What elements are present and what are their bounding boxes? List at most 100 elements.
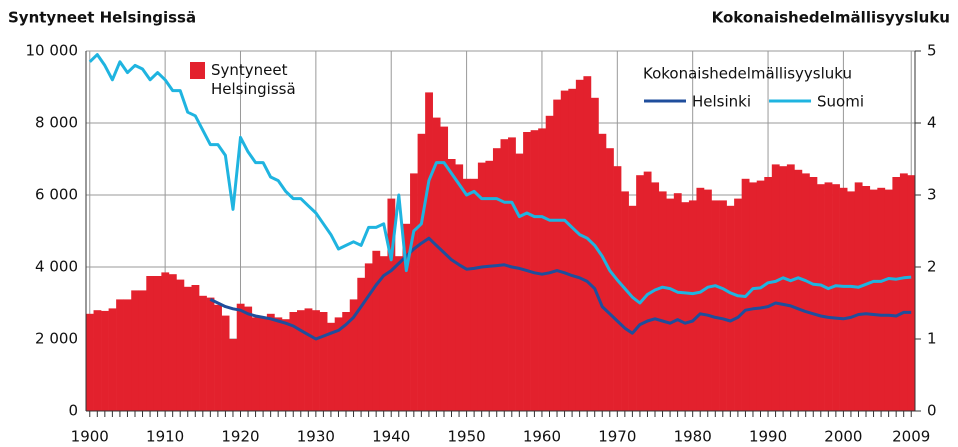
legend-title: Kokonaishedelmällisyysluku: [643, 65, 852, 83]
bar: [779, 166, 788, 411]
bar: [711, 200, 720, 411]
y-tick-label: 4 000: [35, 258, 78, 276]
bar: [568, 88, 577, 412]
bar: [432, 117, 441, 411]
x-tick-label: 1940: [372, 428, 410, 446]
bar: [658, 191, 667, 411]
bar: [862, 186, 871, 411]
bar: [726, 205, 735, 411]
legend-label: Syntyneet Helsingissä: [211, 61, 296, 98]
bar: [176, 279, 185, 411]
bar: [221, 315, 230, 411]
bar: [749, 182, 758, 411]
bar: [101, 310, 109, 411]
bar: [538, 128, 547, 411]
x-tick-label: 1950: [447, 428, 485, 446]
bar: [575, 79, 584, 412]
bar: [719, 200, 727, 411]
chart-title: Syntyneet Helsingissä: [8, 9, 196, 27]
bar: [666, 198, 675, 411]
bar: [206, 297, 215, 411]
x-tick-label: 2000: [824, 428, 862, 446]
bar: [485, 160, 494, 411]
line: [209, 236, 912, 341]
bar: [613, 166, 622, 411]
bar: [108, 308, 117, 411]
bar: [515, 153, 524, 411]
bar: [297, 310, 305, 411]
bar: [372, 250, 381, 411]
x-tick-label: 1990: [749, 428, 787, 446]
legend-swatch: [190, 62, 205, 79]
bar: [357, 277, 366, 411]
legend-label: Helsinki: [692, 93, 751, 111]
bar: [809, 177, 818, 411]
y-tick-label: 10 000: [26, 42, 79, 60]
y-tick-label: 6 000: [35, 186, 78, 204]
bar: [553, 99, 562, 411]
bar: [281, 319, 290, 411]
y-tick-label: 0: [68, 402, 78, 420]
bar: [116, 299, 124, 411]
bar: [598, 133, 607, 412]
bar: [191, 285, 200, 411]
y2-tick-label: 3: [927, 186, 937, 204]
bar: [462, 178, 471, 411]
bar: [545, 115, 554, 412]
bar: [470, 178, 479, 411]
bar: [734, 198, 742, 411]
y2-tick-label: 0: [927, 402, 937, 420]
bar: [394, 256, 403, 411]
x-tick-label: 1900: [71, 428, 109, 446]
bar: [688, 200, 697, 411]
x-tick-label: 1920: [221, 428, 259, 446]
bar: [244, 306, 253, 411]
bar: [771, 164, 780, 411]
bar: [696, 187, 705, 411]
x-tick-label: 1980: [674, 428, 712, 446]
line: [88, 53, 912, 305]
x-tick-label: 1960: [523, 428, 561, 446]
bar: [824, 182, 833, 411]
bar: [500, 139, 509, 411]
bar: [86, 313, 94, 411]
bar: [447, 159, 456, 411]
bar: [266, 313, 275, 411]
y-tick-label: 8 000: [35, 114, 78, 132]
bar: [425, 92, 433, 412]
bar: [123, 299, 132, 411]
bar: [342, 312, 351, 411]
bar: [643, 171, 652, 411]
bar: [884, 189, 893, 411]
bar: [417, 133, 426, 412]
bar: [402, 223, 411, 411]
bar: [583, 76, 592, 411]
bar: [794, 169, 803, 411]
bar: [455, 164, 464, 411]
bar: [636, 175, 644, 411]
x-tick-label: 1970: [598, 428, 636, 446]
bar: [379, 256, 388, 411]
bar: [327, 322, 335, 411]
bar: [764, 177, 773, 411]
bar: [756, 180, 765, 411]
bar: [334, 317, 343, 411]
x-tick-label: 1910: [146, 428, 184, 446]
bar: [312, 310, 320, 411]
bar: [560, 90, 569, 411]
bar: [477, 162, 486, 411]
bar: [703, 189, 712, 411]
y2-tick-label: 2: [927, 258, 937, 276]
y2-tick-label: 4: [927, 114, 937, 132]
bar: [651, 182, 660, 411]
bar: [289, 312, 298, 411]
overlay: [85, 50, 921, 417]
y2-tick-label: 1: [927, 330, 937, 348]
bar: [854, 182, 863, 411]
bar: [183, 286, 192, 411]
bar: [274, 317, 283, 411]
bar: [817, 184, 825, 411]
bar: [832, 184, 840, 411]
